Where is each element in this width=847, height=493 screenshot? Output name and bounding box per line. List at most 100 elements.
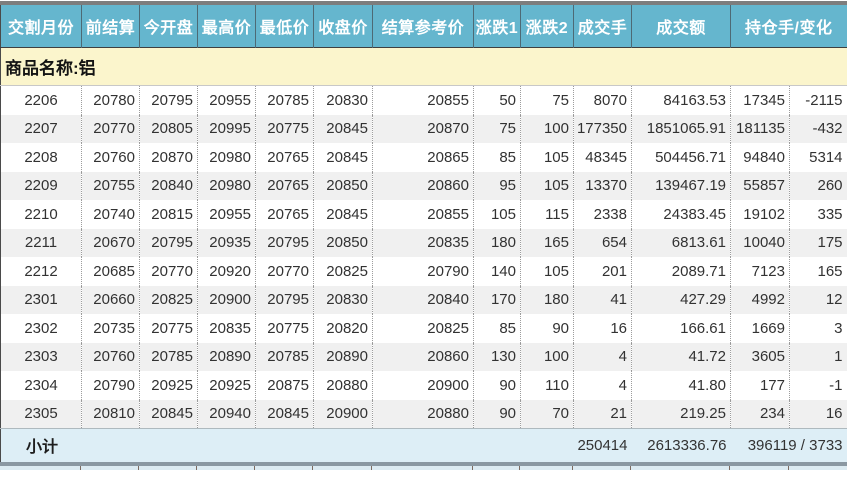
- cell-high: 20890: [197, 342, 256, 371]
- cell-oi-change: 1: [789, 342, 847, 371]
- cell-close: 20900: [313, 399, 373, 429]
- cell-volume: 8070: [573, 85, 632, 115]
- contract-row-2211: 2211 20670 20795 20935 20795 20850 20835 180 165…: [0, 228, 847, 257]
- cell-settlement-ref: 20865: [372, 143, 474, 172]
- cell-low: 20785: [255, 85, 314, 115]
- cell-close: 20890: [313, 342, 373, 371]
- cell-volume: 2338: [573, 200, 632, 229]
- cell-oi-change: 12: [789, 285, 847, 314]
- cell-prev-settlement: 20760: [81, 143, 140, 172]
- cell-low: 20775: [255, 114, 314, 143]
- cell-change2: 100: [520, 342, 574, 371]
- cell-close: 20820: [313, 314, 373, 343]
- cell-settlement-ref: 20790: [372, 257, 474, 286]
- page-top-margin: [0, 0, 847, 1]
- cell-low: 20765: [255, 143, 314, 172]
- cell-turnover: 84163.53: [631, 85, 731, 115]
- cell-change1: 105: [473, 200, 521, 229]
- column-header-delivery-month: 交割月份: [0, 5, 82, 48]
- cell-open-interest: 181135: [730, 114, 790, 143]
- cell-turnover: 6813.61: [631, 228, 731, 257]
- cell-change1: 75: [473, 114, 521, 143]
- cell-delivery-month: 2206: [0, 85, 82, 115]
- cell-close: 20845: [313, 200, 373, 229]
- cell-settlement-ref: 20860: [372, 342, 474, 371]
- cell-change2: 105: [520, 171, 574, 200]
- cell-delivery-month: 2209: [0, 171, 82, 200]
- cell-settlement-ref: 20880: [372, 399, 474, 429]
- cell-open-interest: 10040: [730, 228, 790, 257]
- cell-open-interest: 17345: [730, 85, 790, 115]
- subtotal-turnover: 2613336.76: [631, 428, 731, 462]
- cell-high: 20900: [197, 285, 256, 314]
- cell-change1: 85: [473, 143, 521, 172]
- next-section-cell-sliver: [139, 466, 197, 470]
- cell-volume: 4: [573, 371, 632, 400]
- next-section-cell-sliver: [631, 466, 730, 470]
- cell-open: 20785: [139, 342, 198, 371]
- cell-oi-change: -432: [789, 114, 847, 143]
- cell-low: 20765: [255, 171, 314, 200]
- cell-close: 20845: [313, 114, 373, 143]
- cell-low: 20765: [255, 200, 314, 229]
- cell-change1: 95: [473, 171, 521, 200]
- cell-volume: 177350: [573, 114, 632, 143]
- cell-oi-change: -2115: [789, 85, 847, 115]
- cell-high: 20955: [197, 85, 256, 115]
- cell-change2: 90: [520, 314, 574, 343]
- cell-change2: 180: [520, 285, 574, 314]
- cell-volume: 48345: [573, 143, 632, 172]
- contract-row-2207: 2207 20770 20805 20995 20775 20845 20870 75 100 1…: [0, 114, 847, 143]
- cell-low: 20875: [255, 371, 314, 400]
- cell-close: 20880: [313, 371, 373, 400]
- cell-open: 20815: [139, 200, 198, 229]
- cell-open: 20795: [139, 228, 198, 257]
- cell-low: 20785: [255, 342, 314, 371]
- cell-delivery-month: 2303: [0, 342, 82, 371]
- next-section-cell-sliver: [197, 466, 255, 470]
- cell-change2: 100: [520, 114, 574, 143]
- table-top-border: [0, 1, 847, 5]
- next-section-cell-sliver: [313, 466, 372, 470]
- futures-quote-table: 交割月份 前结算 今开盘 最高价 最低价 收盘价 结算参考价 涨跌1 涨跌2 成交手 成交额 持仓手/…: [0, 5, 847, 462]
- cell-delivery-month: 2305: [0, 399, 82, 429]
- cell-open-interest: 177: [730, 371, 790, 400]
- cell-open-interest: 234: [730, 399, 790, 429]
- cell-turnover: 41.72: [631, 342, 731, 371]
- cell-change1: 170: [473, 285, 521, 314]
- cell-open-interest: 1669: [730, 314, 790, 343]
- cell-oi-change: 260: [789, 171, 847, 200]
- cell-oi-change: -1: [789, 371, 847, 400]
- next-section-cell-sliver: [730, 466, 789, 470]
- column-header-turnover: 成交额: [631, 5, 731, 48]
- cell-high: 20935: [197, 228, 256, 257]
- cell-oi-change: 5314: [789, 143, 847, 172]
- cell-settlement-ref: 20855: [372, 85, 474, 115]
- column-header-low: 最低价: [255, 5, 314, 48]
- cell-turnover: 41.80: [631, 371, 731, 400]
- cell-volume: 41: [573, 285, 632, 314]
- cell-turnover: 219.25: [631, 399, 731, 429]
- cell-open: 20805: [139, 114, 198, 143]
- cell-turnover: 427.29: [631, 285, 731, 314]
- subtotal-label: 小计: [0, 428, 574, 462]
- cell-change1: 180: [473, 228, 521, 257]
- cell-low: 20845: [255, 399, 314, 429]
- cell-settlement-ref: 20855: [372, 200, 474, 229]
- cell-open-interest: 7123: [730, 257, 790, 286]
- cell-open-interest: 19102: [730, 200, 790, 229]
- contract-row-2209: 2209 20755 20840 20980 20765 20850 20860 95 105 1…: [0, 171, 847, 200]
- cell-prev-settlement: 20660: [81, 285, 140, 314]
- cell-change2: 75: [520, 85, 574, 115]
- table-bottom-border: [0, 461, 847, 466]
- column-header-prev-settlement: 前结算: [81, 5, 140, 48]
- cell-open-interest: 4992: [730, 285, 790, 314]
- column-header-change2: 涨跌2: [520, 5, 574, 48]
- cell-open: 20840: [139, 171, 198, 200]
- next-section-cell-sliver: [0, 466, 81, 470]
- cell-close: 20825: [313, 257, 373, 286]
- contract-row-2305: 2305 20810 20845 20940 20845 20900 20880 90 70 21…: [0, 399, 847, 429]
- cell-high: 20925: [197, 371, 256, 400]
- contract-row-2206: 2206 20780 20795 20955 20785 20830 20855 50 75 80…: [0, 85, 847, 115]
- cell-change2: 105: [520, 257, 574, 286]
